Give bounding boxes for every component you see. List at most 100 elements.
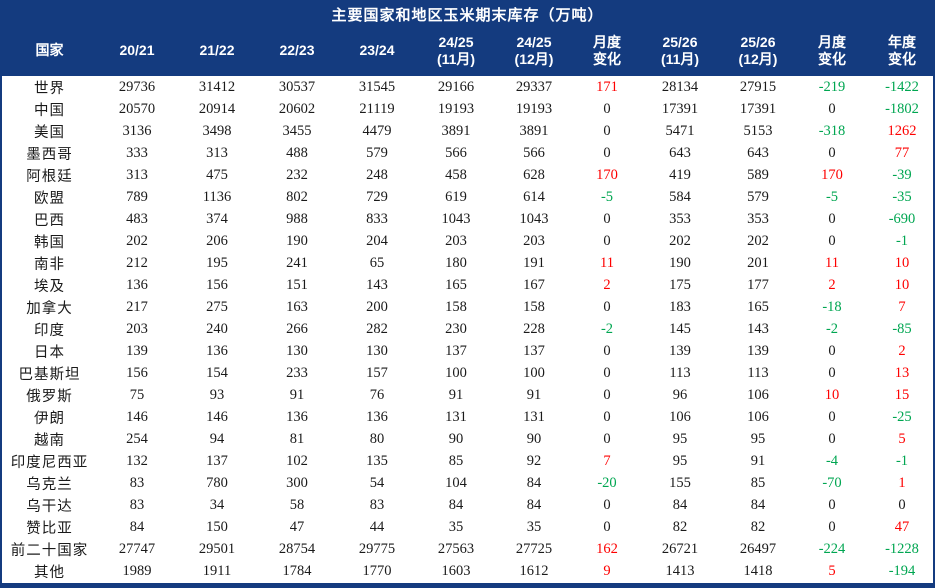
country-name: 南非 xyxy=(34,256,65,273)
value-cell: 0 xyxy=(828,210,836,227)
value-cell: 190 xyxy=(669,254,691,271)
value-cell: 5153 xyxy=(743,122,773,139)
table-row: 伊朗 146 146 136 136 131 131 0 106 106 0 -25 xyxy=(2,406,933,428)
value-cell: 113 xyxy=(669,364,691,381)
value-cell: 1043 xyxy=(441,210,471,227)
country-name: 印度 xyxy=(34,322,65,339)
value-cell: -85 xyxy=(892,320,912,337)
value-cell: 0 xyxy=(603,100,611,117)
value-cell: 240 xyxy=(206,320,228,337)
value-cell: 458 xyxy=(445,166,467,183)
value-cell: 5 xyxy=(898,431,906,448)
table-row: 印度尼西亚 132 137 102 135 85 92 7 95 91 -4 -1 xyxy=(2,451,933,473)
value-cell: -224 xyxy=(818,541,846,558)
value-cell: 10 xyxy=(894,254,910,271)
country-name: 巴西 xyxy=(34,212,65,229)
value-cell: 15 xyxy=(894,386,910,403)
value-cell: -219 xyxy=(818,78,846,95)
value-cell: 0 xyxy=(603,298,611,315)
country-name: 赞比亚 xyxy=(26,521,73,538)
value-cell: 729 xyxy=(366,188,388,205)
value-cell: 203 xyxy=(126,320,148,337)
value-cell: 180 xyxy=(445,254,467,271)
value-cell: -18 xyxy=(822,298,842,315)
value-cell: 167 xyxy=(523,276,545,293)
value-cell: 136 xyxy=(286,408,308,425)
value-cell: 228 xyxy=(523,320,545,337)
value-cell: 47 xyxy=(894,519,910,536)
value-cell: 333 xyxy=(126,144,148,161)
value-cell: 475 xyxy=(206,166,228,183)
value-cell: 85 xyxy=(448,453,464,470)
value-cell: 75 xyxy=(129,386,145,403)
table-row: 前二十国家 27747 29501 28754 29775 27563 27725 162 26… xyxy=(2,539,933,561)
column-header: 年度 变化 xyxy=(867,28,933,76)
value-cell: 200 xyxy=(366,298,388,315)
value-cell: 106 xyxy=(669,408,691,425)
value-cell: 1413 xyxy=(665,563,695,580)
value-cell: 202 xyxy=(669,232,691,249)
value-cell: 35 xyxy=(526,519,542,536)
country-name: 越南 xyxy=(34,433,65,450)
value-cell: 0 xyxy=(603,431,611,448)
value-cell: 80 xyxy=(369,431,385,448)
value-cell: 106 xyxy=(747,386,769,403)
table-row: 世界 29736 31412 30537 31545 29166 29337 171 28134… xyxy=(2,76,933,98)
value-cell: 0 xyxy=(898,497,906,514)
value-cell: 163 xyxy=(286,298,308,315)
country-name: 印度尼西亚 xyxy=(10,455,89,472)
value-cell: 29501 xyxy=(198,541,236,558)
value-cell: 156 xyxy=(206,276,228,293)
value-cell: 313 xyxy=(126,166,148,183)
value-cell: -318 xyxy=(818,122,846,139)
value-cell: 0 xyxy=(828,144,836,161)
header-row: 国家 20/21 21/22 22/23 23/24 24/25 (11月) 24/25 (12… xyxy=(2,28,933,76)
value-cell: 11 xyxy=(825,254,839,271)
value-cell: 1 xyxy=(898,475,906,492)
stocks-table: 国家 20/21 21/22 22/23 23/24 24/25 (11月) 24/25 (12… xyxy=(2,28,933,583)
value-cell: 11 xyxy=(600,254,614,271)
value-cell: 248 xyxy=(366,166,388,183)
table-row: 韩国 202 206 190 204 203 203 0 202 202 0 -1 xyxy=(2,230,933,252)
value-cell: 170 xyxy=(596,166,618,183)
value-cell: 628 xyxy=(523,166,545,183)
country-name: 日本 xyxy=(34,344,65,361)
value-cell: 566 xyxy=(445,144,467,161)
value-cell: -25 xyxy=(892,408,912,425)
value-cell: 20602 xyxy=(278,100,316,117)
country-name: 世界 xyxy=(34,80,65,97)
table-row: 阿根廷 313 475 232 248 458 628 170 419 589 170 -39 xyxy=(2,164,933,186)
value-cell: 177 xyxy=(747,276,769,293)
value-cell: 44 xyxy=(369,519,385,536)
value-cell: 85 xyxy=(750,475,766,492)
country-name: 其他 xyxy=(34,565,65,582)
value-cell: 145 xyxy=(669,320,691,337)
country-name: 乌克兰 xyxy=(26,477,73,494)
value-cell: 5471 xyxy=(665,122,695,139)
value-cell: 1911 xyxy=(202,563,232,580)
value-cell: 3891 xyxy=(441,122,471,139)
value-cell: 20570 xyxy=(118,100,156,117)
value-cell: 30537 xyxy=(278,78,316,95)
value-cell: 100 xyxy=(445,364,467,381)
table-row: 墨西哥 333 313 488 579 566 566 0 643 643 0 77 xyxy=(2,142,933,164)
value-cell: 643 xyxy=(669,144,691,161)
value-cell: 0 xyxy=(828,519,836,536)
value-cell: 204 xyxy=(366,232,388,249)
value-cell: 95 xyxy=(750,431,766,448)
value-cell: 206 xyxy=(206,232,228,249)
value-cell: 139 xyxy=(126,342,148,359)
table-row: 赞比亚 84 150 47 44 35 35 0 82 82 0 47 xyxy=(2,517,933,539)
country-name: 俄罗斯 xyxy=(26,388,73,405)
value-cell: 106 xyxy=(747,408,769,425)
table-row: 俄罗斯 75 93 91 76 91 91 0 96 106 10 15 xyxy=(2,384,933,406)
table-row: 其他 1989 1911 1784 1770 1603 1612 9 1413 1418 5 -194 xyxy=(2,561,933,583)
table-row: 乌干达 83 34 58 83 84 84 0 84 84 0 0 xyxy=(2,495,933,517)
table-row: 加拿大 217 275 163 200 158 158 0 183 165 -18 7 xyxy=(2,296,933,318)
value-cell: 31545 xyxy=(358,78,396,95)
value-cell: 619 xyxy=(445,188,467,205)
value-cell: 5 xyxy=(828,563,836,580)
value-cell: 29337 xyxy=(515,78,553,95)
value-cell: 156 xyxy=(126,364,148,381)
country-name: 乌干达 xyxy=(26,499,73,516)
